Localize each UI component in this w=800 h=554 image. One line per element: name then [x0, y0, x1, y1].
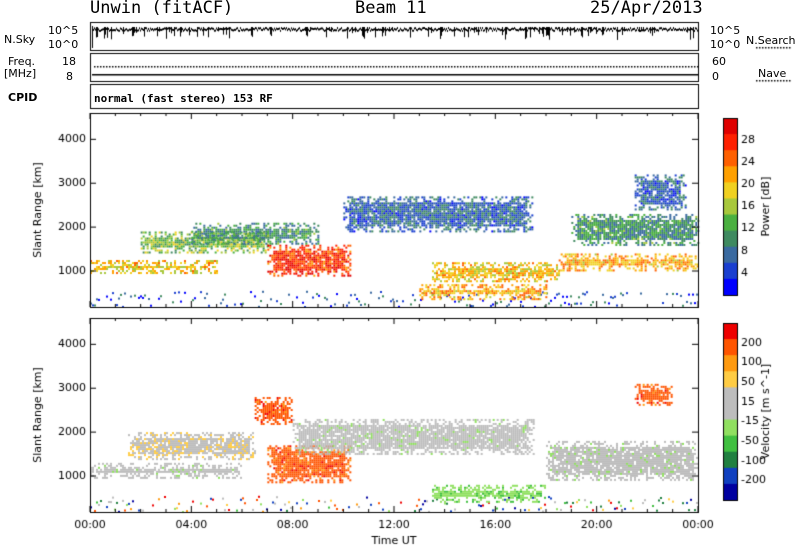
nsky-top-tick: 10^5 [48, 24, 79, 37]
cpid-text: normal (fast stereo) 153 RF [94, 92, 273, 105]
nave-bottom-tick: 0 [712, 70, 719, 83]
cpid-label: CPID [8, 91, 38, 104]
nsky-bottom-tick: 10^0 [48, 38, 79, 51]
freq-unit-label: [MHz] [4, 67, 37, 80]
nsky-label: N.Sky [4, 33, 36, 46]
nsky-right-top-tick: 10^5 [710, 24, 741, 37]
freq-bottom-tick: 8 [66, 70, 73, 83]
freq-top-tick: 18 [62, 55, 76, 68]
freq-label: Freq. [8, 55, 36, 68]
nave-top-tick: 60 [712, 55, 726, 68]
beam-title: Beam 11 [355, 0, 427, 18]
nsky-right-bottom-tick: 10^0 [710, 38, 741, 51]
station-title: Unwin (fitACF) [90, 0, 234, 18]
nave-label: Nave [758, 67, 787, 80]
nsearch-label: N.Search [746, 34, 796, 47]
date-title: 25/Apr/2013 [590, 0, 703, 18]
